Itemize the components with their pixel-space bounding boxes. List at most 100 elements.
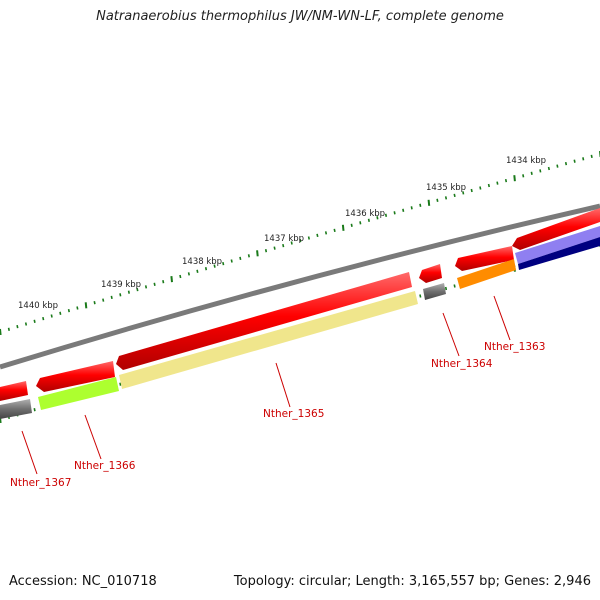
label-nther-1365[interactable]: Nther_1365 <box>263 408 324 420</box>
label-nther-1367[interactable]: Nther_1367 <box>10 477 71 489</box>
scale-tick <box>0 328 2 336</box>
scale-tick <box>444 196 448 200</box>
scale-tick <box>239 256 242 261</box>
scale-tick <box>504 178 508 183</box>
scale-tick <box>290 241 293 245</box>
scale-tick <box>7 327 10 331</box>
scale-tick <box>153 282 156 286</box>
cds-arrow-6[interactable] <box>0 381 28 401</box>
scale-tick <box>341 224 345 231</box>
scale-label-1439: 1439 kbp <box>101 280 141 290</box>
scale-tick <box>256 250 259 257</box>
scale-tick <box>573 159 576 163</box>
scale-tick <box>179 274 182 279</box>
scale-tick <box>462 191 465 195</box>
scale-tick <box>316 233 319 238</box>
label-nther-1366[interactable]: Nther_1366 <box>74 460 136 472</box>
scale-tick <box>436 198 439 202</box>
scale-tick <box>127 290 130 294</box>
cds-arrow-3[interactable] <box>419 264 442 283</box>
scale-tick <box>102 298 105 302</box>
scale-tick <box>119 382 122 386</box>
scale-tick <box>582 157 585 161</box>
cds-arrow-1[interactable] <box>512 208 600 250</box>
scale-tick <box>110 295 113 300</box>
scale-tick <box>453 193 456 198</box>
scale-tick <box>324 231 328 235</box>
scale-tick <box>419 294 422 298</box>
scale-tick <box>590 154 593 159</box>
scale-tick <box>230 259 233 263</box>
scale-tick <box>42 316 45 321</box>
scale-tick <box>50 314 53 318</box>
scale-tick <box>367 218 370 222</box>
cds-arrow-5[interactable] <box>36 361 115 392</box>
scale-tick <box>16 324 19 329</box>
scale-tick <box>222 261 225 266</box>
scale-tick <box>487 183 490 188</box>
scale-tick <box>410 206 413 210</box>
genome-backbone <box>0 203 600 370</box>
gene-nther-1366[interactable] <box>38 377 119 410</box>
scale-label-1434: 1434 kbp <box>506 156 546 166</box>
cds-arrow-4[interactable] <box>116 272 412 370</box>
genome-summary-text: Topology: circular; Length: 3,165,557 bp… <box>233 574 591 589</box>
scale-tick <box>93 301 96 305</box>
gene-nther-1363[interactable] <box>457 259 516 289</box>
scale-tick <box>384 213 388 217</box>
scale-tick <box>273 246 276 250</box>
scale-tick <box>470 188 473 193</box>
scale-tick <box>33 408 36 412</box>
scale-tick <box>444 286 448 291</box>
scale-tick <box>84 302 88 309</box>
scale-tick <box>556 164 559 168</box>
accession-text: Accession: NC_010718 <box>9 574 157 589</box>
leader-nther-1363 <box>493 295 511 341</box>
scale-tick <box>402 208 405 212</box>
feature-navy-band[interactable] <box>518 237 600 270</box>
scale-label-1440: 1440 kbp <box>18 301 58 311</box>
scale-tick <box>59 311 62 315</box>
feature-purple-band[interactable] <box>515 226 600 264</box>
label-nther-1363[interactable]: Nther_1363 <box>484 341 545 353</box>
scale-tick <box>496 181 499 185</box>
map-title: Natranaerobius thermophilus JW/NM-WN-LF,… <box>96 9 504 24</box>
scale-tick <box>213 264 216 268</box>
scale-label-1435: 1435 kbp <box>426 183 466 193</box>
scale-tick <box>282 243 285 248</box>
scale-tick <box>333 228 336 233</box>
label-nther-1364[interactable]: Nther_1364 <box>431 358 493 370</box>
gene-nther-1365[interactable] <box>119 291 418 389</box>
scale-tick <box>513 175 516 182</box>
scale-tick <box>530 171 533 175</box>
scale-tick <box>393 211 396 215</box>
gene-nther-1367[interactable] <box>0 399 32 419</box>
scale-tick <box>67 308 70 313</box>
scale-label-1438: 1438 kbp <box>182 257 222 267</box>
scale-tick <box>162 280 165 284</box>
scale-tick <box>350 223 353 227</box>
scale-tick <box>204 267 208 271</box>
scale-tick <box>119 293 122 297</box>
scale-tick <box>547 166 550 171</box>
scale-ticks-outer <box>0 151 600 336</box>
scale-tick <box>479 186 482 190</box>
scale-tick <box>24 322 28 326</box>
scale-tick <box>419 203 422 207</box>
scale-tick <box>33 319 36 323</box>
scale-tick <box>264 249 268 253</box>
scale-tick <box>299 238 302 243</box>
scale-tick <box>144 285 148 289</box>
scale-label-1437: 1437 kbp <box>264 234 304 244</box>
leader-nther-1365 <box>275 362 291 408</box>
scale-tick <box>453 284 456 288</box>
gene-nther-1364[interactable] <box>423 283 446 300</box>
scale-tick <box>136 287 139 292</box>
leader-nther-1367 <box>21 430 38 475</box>
cds-arrow-2[interactable] <box>455 246 514 271</box>
leader-nther-1364 <box>442 312 460 357</box>
scale-tick <box>170 276 173 283</box>
scale-tick <box>522 174 525 178</box>
scale-tick <box>307 236 310 240</box>
scale-tick <box>247 254 250 258</box>
